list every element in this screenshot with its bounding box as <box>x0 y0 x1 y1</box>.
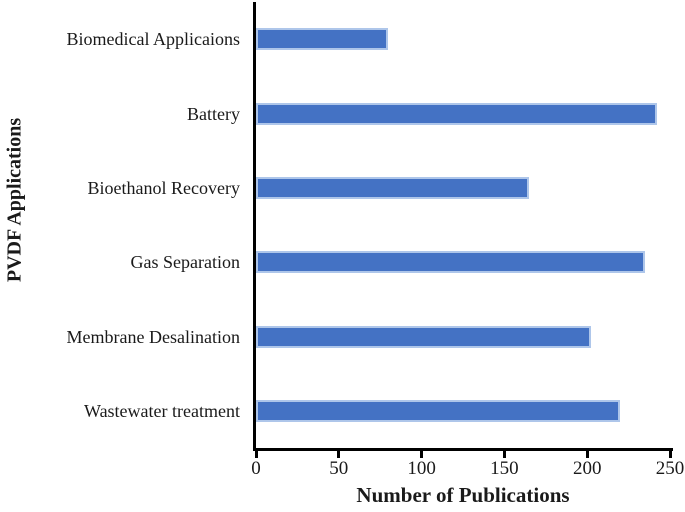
x-tick-label: 100 <box>407 458 436 479</box>
category-label: Bioethanol Recovery <box>87 177 240 198</box>
category-label: Battery <box>187 103 240 124</box>
category-label: Wastewater treatment <box>84 400 240 421</box>
y-axis-line <box>253 2 256 451</box>
category-label: Gas Separation <box>130 252 240 273</box>
x-tick-label: 150 <box>490 458 519 479</box>
bar <box>256 176 529 199</box>
category-label: Biomedical Applicaions <box>66 29 240 50</box>
bar <box>256 399 620 422</box>
category-label: Membrane Desalination <box>66 326 240 347</box>
x-axis-line <box>253 448 673 451</box>
x-tick-label: 250 <box>655 458 685 479</box>
x-tick-label: 0 <box>251 458 261 479</box>
x-tick-mark <box>420 451 424 458</box>
x-tick-mark <box>254 451 258 458</box>
bar <box>256 102 657 125</box>
x-tick-mark <box>585 451 589 458</box>
x-tick-label: 200 <box>572 458 602 479</box>
x-tick-mark <box>502 451 506 458</box>
bar <box>256 325 591 348</box>
x-tick-mark <box>668 451 672 458</box>
x-tick-label: 50 <box>329 458 349 479</box>
bar <box>256 28 388 51</box>
x-axis-title: Number of Publications <box>356 483 570 507</box>
bar <box>256 251 645 274</box>
x-tick-mark <box>337 451 341 458</box>
